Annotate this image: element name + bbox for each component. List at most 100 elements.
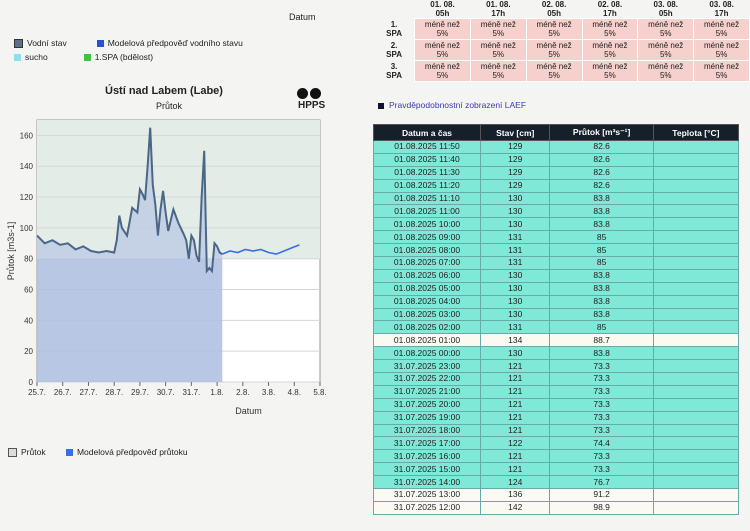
temperature-cell [652, 462, 740, 477]
flow-cell: 73.3 [549, 359, 654, 374]
spa-cell: méně než 5% [581, 39, 639, 61]
x-tick-label: 26.7. [54, 388, 72, 397]
datetime-cell: 01.08.2025 04:00 [373, 294, 481, 309]
temperature-cell [652, 397, 740, 412]
datetime-cell: 31.07.2025 13:00 [373, 488, 481, 502]
datetime-cell: 31.07.2025 12:00 [373, 500, 481, 515]
flow-cell: 82.6 [549, 152, 654, 167]
temperature-cell [652, 294, 740, 309]
table-row: 01.08.2025 09:00 131 85 [373, 230, 740, 245]
level-cell: 131 [479, 243, 551, 258]
legend-item[interactable]: sucho [14, 50, 48, 64]
level-cell: 129 [479, 178, 551, 193]
legend-swatch-icon [14, 39, 23, 49]
table-row: 01.08.2025 11:30 129 82.6 [373, 165, 740, 180]
temperature-cell [652, 436, 740, 451]
spa-probability-table: 01. 08. 05h 01. 08. 17h 02. 08. 05h 02. 08. 17h… [378, 0, 750, 82]
table-row: 01.08.2025 05:00 130 83.8 [373, 281, 740, 296]
legend-swatch-icon [96, 40, 104, 48]
table-row: 31.07.2025 22:00 121 73.3 [373, 372, 740, 386]
table-row: 01.08.2025 07:00 131 85 [373, 256, 740, 270]
temperature-cell [652, 256, 740, 270]
table-row: 31.07.2025 16:00 121 73.3 [373, 449, 740, 464]
temperature-cell [652, 359, 740, 374]
level-cell: 121 [479, 449, 551, 464]
flow-cell: 85 [549, 320, 654, 335]
datetime-cell: 31.07.2025 21:00 [373, 384, 481, 399]
temperature-cell [652, 165, 740, 180]
table-row: 01.08.2025 03:00 130 83.8 [373, 307, 740, 322]
temperature-cell [652, 500, 740, 515]
temperature-cell [652, 217, 740, 232]
table-row: 31.07.2025 17:00 122 74.4 [373, 436, 740, 451]
level-cell: 131 [479, 320, 551, 335]
column-header[interactable]: Datum a čas [373, 124, 481, 141]
chart-subtitle: Průtok [156, 101, 183, 111]
table-row: 01.08.2025 11:20 129 82.6 [373, 178, 740, 193]
spa-row: 1. SPA méně než 5% méně než 5% méně než 5% m… [378, 18, 750, 40]
spa-column-header: 01. 08. 17h [486, 0, 511, 18]
flow-cell: 73.3 [549, 372, 654, 386]
legend-item[interactable]: Průtok [8, 447, 46, 458]
top-datum-label: Datum [289, 12, 316, 22]
x-tick-label: 5.8. [313, 388, 326, 397]
spa-cell: méně než 5% [414, 39, 471, 61]
spa-column-header: 03. 08. 05h [653, 0, 678, 18]
level-cell: 136 [479, 488, 551, 502]
laef-link[interactable]: Pravděpodobnostní zobrazení LAEF [378, 100, 526, 110]
x-tick-label: 28.7. [105, 388, 123, 397]
x-axis-title: Datum [235, 406, 262, 416]
x-tick-label: 4.8. [288, 388, 301, 397]
column-header[interactable]: Průtok [m³s⁻¹] [549, 124, 654, 141]
y-tick-label: 0 [29, 378, 34, 387]
spa-cell: méně než 5% [693, 60, 750, 82]
legend-item[interactable]: Vodní stav [14, 36, 67, 50]
column-header[interactable]: Teplota [°C] [652, 124, 740, 141]
temperature-cell [652, 410, 740, 425]
flow-cell: 73.3 [549, 410, 654, 425]
y-axis-title: Průtok [m3s-1] [6, 222, 16, 281]
table-row: 31.07.2025 14:00 124 76.7 [373, 475, 740, 490]
level-cell: 130 [479, 281, 551, 296]
temperature-cell [652, 281, 740, 296]
level-cell: 122 [479, 436, 551, 451]
flow-cell: 83.8 [549, 307, 654, 322]
level-cell: 121 [479, 384, 551, 399]
legend-item[interactable]: Modelová předpověď průtoku [65, 447, 188, 457]
datetime-cell: 31.07.2025 19:00 [373, 410, 481, 425]
column-header[interactable]: Stav [cm] [479, 124, 551, 141]
spa-cell: méně než 5% [637, 39, 695, 61]
flow-cell: 73.3 [549, 423, 654, 438]
datetime-cell: 01.08.2025 02:00 [373, 320, 481, 335]
legend-swatch-icon [14, 54, 21, 62]
flow-cell: 88.7 [549, 333, 654, 348]
level-cell: 121 [479, 410, 551, 425]
flow-cell: 83.8 [549, 191, 654, 206]
datetime-cell: 31.07.2025 17:00 [373, 436, 481, 451]
spa-cell: méně než 5% [637, 60, 695, 82]
observed-flow-line [36, 127, 223, 274]
temperature-cell [652, 243, 740, 258]
level-cell: 121 [479, 372, 551, 386]
legend-item[interactable]: 1.SPA (bdělost) [83, 50, 153, 64]
table-row: 31.07.2025 12:00 142 98.9 [373, 500, 740, 515]
level-cell: 121 [479, 462, 551, 477]
temperature-cell [652, 488, 740, 502]
flow-cell: 83.8 [549, 294, 654, 309]
level-cell: 129 [479, 152, 551, 167]
temperature-cell [652, 333, 740, 348]
legend-swatch-icon [65, 449, 73, 457]
flow-cell: 91.2 [549, 488, 654, 502]
temperature-cell [652, 191, 740, 206]
level-cell: 121 [479, 359, 551, 374]
temperature-cell [652, 449, 740, 464]
legend-swatch-icon [83, 54, 91, 62]
level-cell: 130 [479, 217, 551, 232]
y-tick-label: 60 [24, 286, 33, 295]
legend-item[interactable]: Modelová předpověď vodního stavu [96, 36, 243, 50]
temperature-cell [652, 307, 740, 322]
table-row: 01.08.2025 11:50 129 82.6 [373, 140, 740, 154]
table-row: 01.08.2025 10:00 130 83.8 [373, 217, 740, 232]
flow-cell: 85 [549, 230, 654, 245]
y-tick-label: 140 [20, 162, 34, 171]
